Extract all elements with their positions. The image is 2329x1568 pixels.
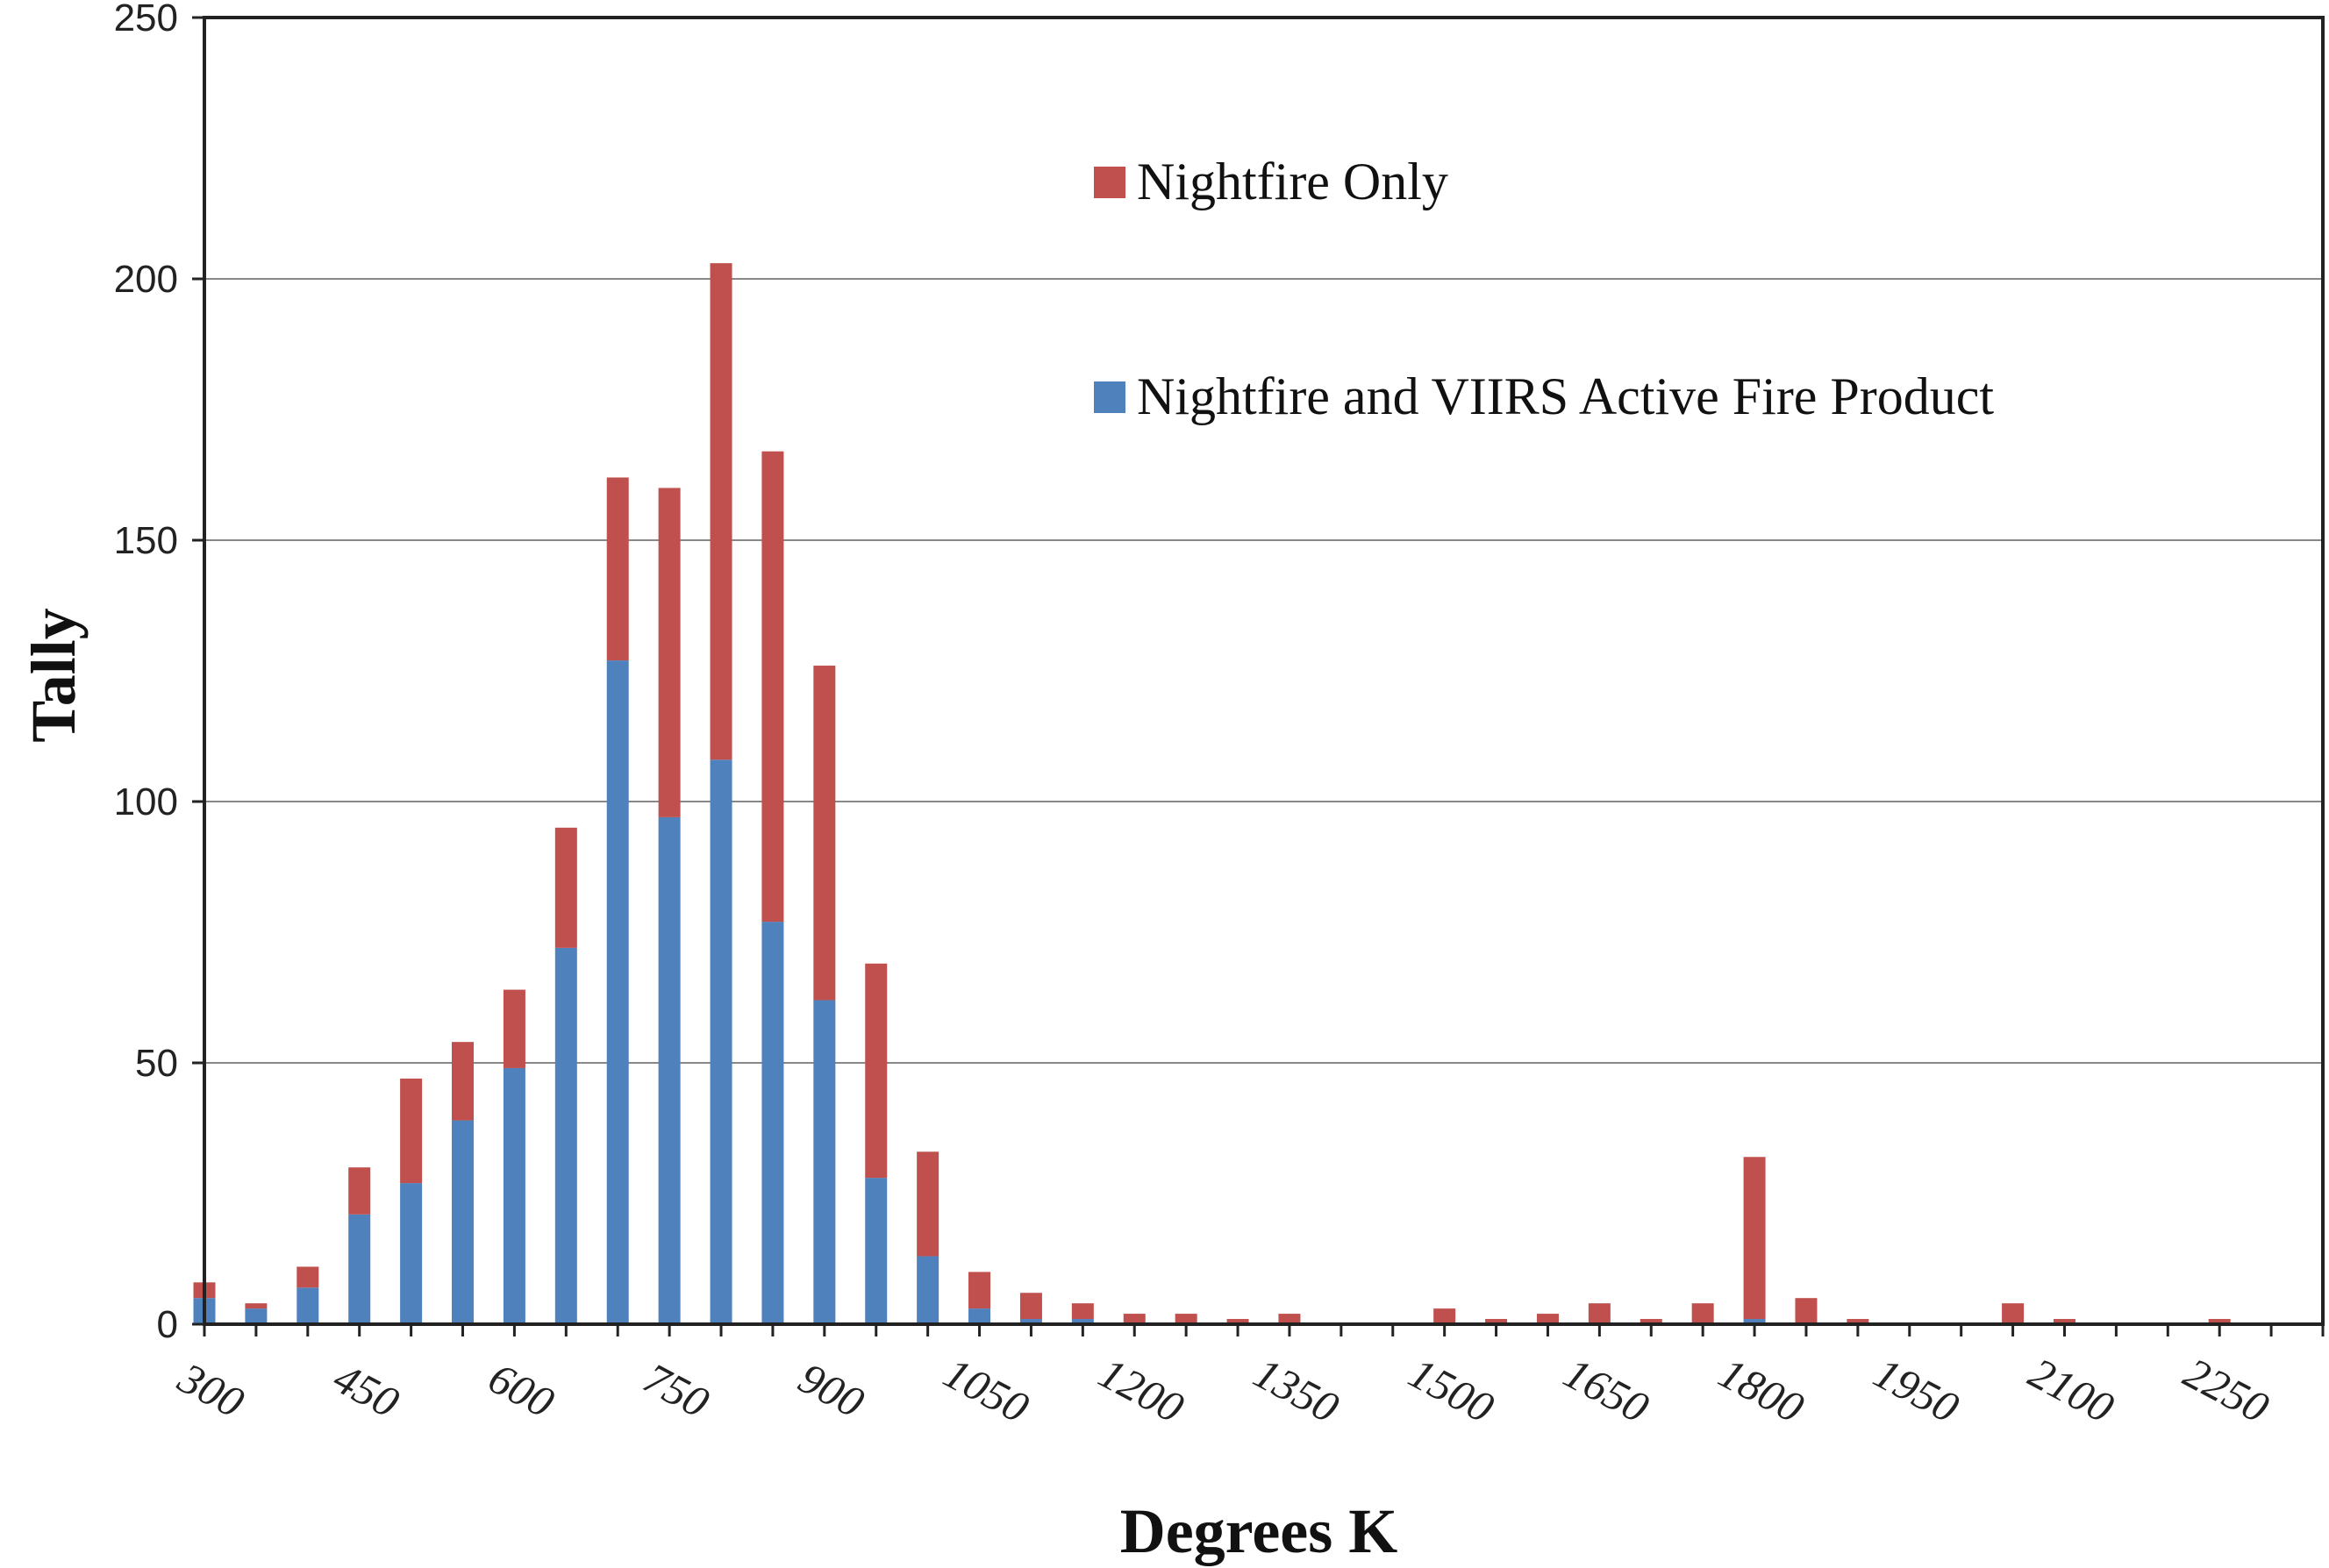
bar-segment <box>968 1272 991 1309</box>
bar-segment <box>865 1178 888 1324</box>
bar-segment <box>658 816 681 1324</box>
x-tick-label: 2250 <box>2176 1348 2277 1432</box>
bar-segment <box>1019 1293 1042 1320</box>
bar-segment <box>1536 1314 1559 1324</box>
x-tick-label: 1350 <box>1247 1348 1347 1432</box>
x-tick-label: 1650 <box>1556 1348 1657 1432</box>
bar-segment <box>606 660 629 1324</box>
x-tick-label: 300 <box>170 1352 252 1427</box>
bar-segment <box>296 1287 319 1324</box>
x-tick-label: 600 <box>481 1353 562 1428</box>
y-tick-label: 150 <box>114 519 178 562</box>
bar-segment <box>503 1067 525 1324</box>
bar-segment <box>1071 1319 1094 1324</box>
bar-segment <box>503 989 525 1068</box>
legend: Nightfire Only Nightfire and VIIRS Active… <box>1094 153 1994 425</box>
x-tick-label: 1050 <box>936 1348 1037 1432</box>
y-tick-label: 100 <box>114 780 178 823</box>
legend-label: Nightfire and VIIRS Active Fire Product <box>1137 367 1994 425</box>
bar-segment <box>245 1303 268 1309</box>
bar-segment <box>813 666 836 1001</box>
y-tick-label: 50 <box>135 1042 178 1085</box>
bar-segment <box>400 1183 423 1324</box>
bar-segment <box>2002 1303 2025 1324</box>
bar-segment <box>1175 1314 1197 1324</box>
y-axis-title: Tally <box>18 608 89 742</box>
bar-segment <box>1795 1298 1818 1324</box>
bar-segment <box>968 1308 991 1324</box>
bar-segment <box>1743 1319 1766 1324</box>
x-tick-label: 1800 <box>1711 1348 1812 1432</box>
bar-segment <box>1278 1314 1301 1324</box>
x-tick-label: 900 <box>791 1353 873 1428</box>
bar-segment <box>710 759 732 1324</box>
bar-segment <box>1071 1303 1094 1320</box>
bar-segment <box>1123 1314 1146 1324</box>
bar-segment <box>554 947 577 1324</box>
bar-segment <box>1226 1319 1249 1324</box>
bar-segment <box>452 1120 475 1324</box>
bar-segment <box>1847 1319 1869 1324</box>
bar-segment <box>296 1266 319 1288</box>
bar-segment <box>2208 1319 2231 1324</box>
x-tick-label: 1200 <box>1091 1348 1192 1432</box>
legend-label: Nightfire Only <box>1137 153 1448 210</box>
bar-segment <box>1640 1319 1662 1324</box>
bar-segment <box>1019 1319 1042 1324</box>
bar-segment <box>1485 1319 1508 1324</box>
bar-segment <box>606 477 629 661</box>
bar-segment <box>245 1308 268 1324</box>
y-tick-label: 200 <box>114 258 178 301</box>
bar-segment <box>917 1256 939 1324</box>
bars <box>193 263 2231 1324</box>
x-tick-label: 1500 <box>1401 1348 1502 1432</box>
x-axis-title: Degrees K <box>1120 1496 1398 1566</box>
bar-segment <box>761 922 784 1324</box>
bar-segment <box>348 1167 371 1215</box>
x-tick-label: 2100 <box>2021 1348 2122 1432</box>
x-axis-ticks: 300 450 600 750 900 1050 1200 1350 1500 1650 1800 1… <box>170 1324 2325 1432</box>
bar-segment <box>554 827 577 948</box>
bar-segment <box>452 1042 475 1121</box>
bar-segment <box>1691 1303 1714 1324</box>
bar-segment <box>1433 1308 1456 1324</box>
x-tick-label: 1950 <box>1866 1348 1967 1432</box>
bar-segment <box>813 1000 836 1324</box>
y-tick-label: 250 <box>114 0 178 39</box>
x-tick-label: 450 <box>325 1353 407 1428</box>
y-tick-label: 0 <box>157 1303 178 1346</box>
legend-swatch <box>1094 381 1125 413</box>
y-axis-ticks: 0 50 100 150 200 250 <box>114 0 204 1346</box>
bar-segment <box>917 1151 939 1257</box>
x-tick-label: 750 <box>636 1353 718 1428</box>
plot-frame <box>203 16 2325 1326</box>
bar-segment <box>1743 1157 1766 1320</box>
gridlines <box>204 278 2323 1064</box>
bar-segment <box>658 488 681 817</box>
bar-segment <box>710 263 732 760</box>
bar-segment <box>761 451 784 923</box>
legend-swatch <box>1094 167 1125 198</box>
bar-segment <box>400 1078 423 1184</box>
bar-segment <box>348 1214 371 1324</box>
bar-segment <box>865 963 888 1179</box>
bar-segment <box>2053 1319 2075 1324</box>
bar-segment <box>1588 1303 1611 1324</box>
